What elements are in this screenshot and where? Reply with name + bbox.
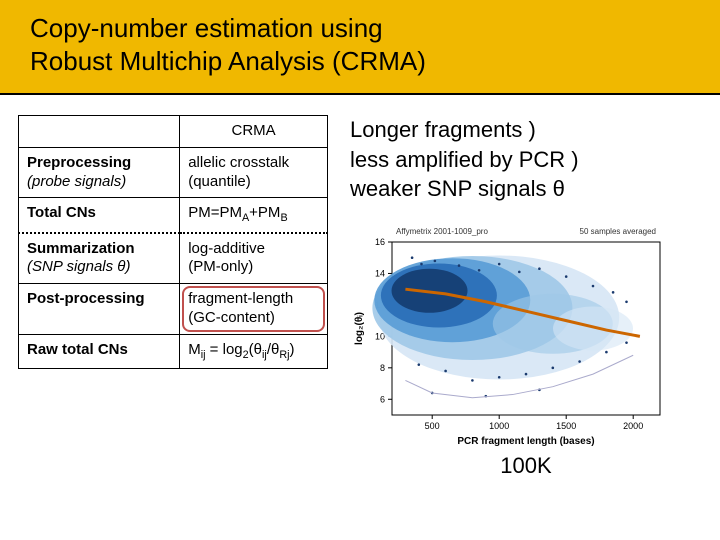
row-label: Total CNs: [19, 198, 180, 233]
chart-svg: Affymetrix 2001-1009_pro 50 samples avera…: [350, 222, 670, 447]
row-label-main: Post-processing: [27, 290, 145, 307]
content-area: CRMA Preprocessing (probe signals) allel…: [0, 95, 720, 489]
row-value: fragment-length (GC-content): [180, 284, 328, 335]
row-value-l2: (quantile): [188, 173, 251, 190]
svg-text:log₂(θᵢ): log₂(θᵢ): [354, 312, 365, 345]
formula: Mij = log2(θij/θRj): [188, 341, 294, 358]
title-bar: Copy-number estimation using Robust Mult…: [0, 0, 720, 95]
row-label-main: Raw total CNs: [27, 341, 128, 358]
pm-plus: +PM: [249, 204, 280, 221]
row-label: Preprocessing (probe signals): [19, 147, 180, 198]
scatter-chart: Affymetrix 2001-1009_pro 50 samples avera…: [350, 222, 670, 447]
svg-text:16: 16: [375, 237, 385, 247]
svg-text:Affymetrix 2001-1009_pro: Affymetrix 2001-1009_pro: [396, 227, 488, 236]
row-label: Post-processing: [19, 284, 180, 335]
row-label: Raw total CNs: [19, 334, 180, 368]
row-value-l2: (GC-content): [188, 309, 275, 326]
table-row: Total CNs PM=PMA+PMB: [19, 198, 328, 233]
table-row: Summarization (SNP signals θ) log-additi…: [19, 233, 328, 284]
svg-text:8: 8: [380, 363, 385, 373]
svg-text:PCR fragment length (bases): PCR fragment length (bases): [457, 436, 594, 447]
row-value-l1: allelic crosstalk: [188, 154, 289, 171]
svg-text:6: 6: [380, 394, 385, 404]
title-line1: Copy-number estimation using: [30, 13, 383, 43]
row-value: log-additive (PM-only): [180, 233, 328, 284]
row-value-l2: (PM-only): [188, 258, 253, 275]
row-label-sub: (probe signals): [27, 173, 126, 190]
row-label-main: Total CNs: [27, 204, 96, 221]
rt-l3: weaker SNP signals θ: [350, 174, 702, 204]
table-row: Preprocessing (probe signals) allelic cr…: [19, 147, 328, 198]
sub-b: B: [280, 212, 287, 224]
row-label-main: Preprocessing: [27, 154, 131, 171]
row-value-l1: log-additive: [188, 240, 265, 257]
svg-text:2000: 2000: [623, 421, 643, 431]
row-label-main: Summarization: [27, 240, 135, 257]
svg-text:1500: 1500: [556, 421, 576, 431]
svg-text:1000: 1000: [489, 421, 509, 431]
right-column: Longer fragments ) less amplified by PCR…: [350, 115, 702, 479]
svg-text:50 samples averaged: 50 samples averaged: [580, 227, 657, 236]
svg-text:14: 14: [375, 269, 385, 279]
row-value: PM=PMA+PMB: [180, 198, 328, 233]
title-line2: Robust Multichip Analysis (CRMA): [30, 46, 426, 76]
svg-text:500: 500: [425, 421, 440, 431]
crma-table: CRMA Preprocessing (probe signals) allel…: [18, 115, 328, 369]
table-row: Raw total CNs Mij = log2(θij/θRj): [19, 334, 328, 368]
table-row: Post-processing fragment-length (GC-cont…: [19, 284, 328, 335]
left-column: CRMA Preprocessing (probe signals) allel…: [18, 115, 328, 479]
header-empty: [19, 116, 180, 148]
row-value-l1: fragment-length: [188, 290, 293, 307]
right-text-block: Longer fragments ) less amplified by PCR…: [350, 115, 702, 204]
row-value: Mij = log2(θij/θRj): [180, 334, 328, 368]
row-label: Summarization (SNP signals θ): [19, 233, 180, 284]
header-crma: CRMA: [180, 116, 328, 148]
chart-footer-label: 100K: [350, 453, 702, 479]
rt-l2: less amplified by PCR ): [350, 145, 702, 175]
table-header-row: CRMA: [19, 116, 328, 148]
rt-l1: Longer fragments ): [350, 115, 702, 145]
row-label-sub: (SNP signals θ): [27, 258, 130, 275]
pm-eq: PM=PM: [188, 204, 242, 221]
page-title: Copy-number estimation using Robust Mult…: [30, 12, 690, 77]
row-value: allelic crosstalk (quantile): [180, 147, 328, 198]
